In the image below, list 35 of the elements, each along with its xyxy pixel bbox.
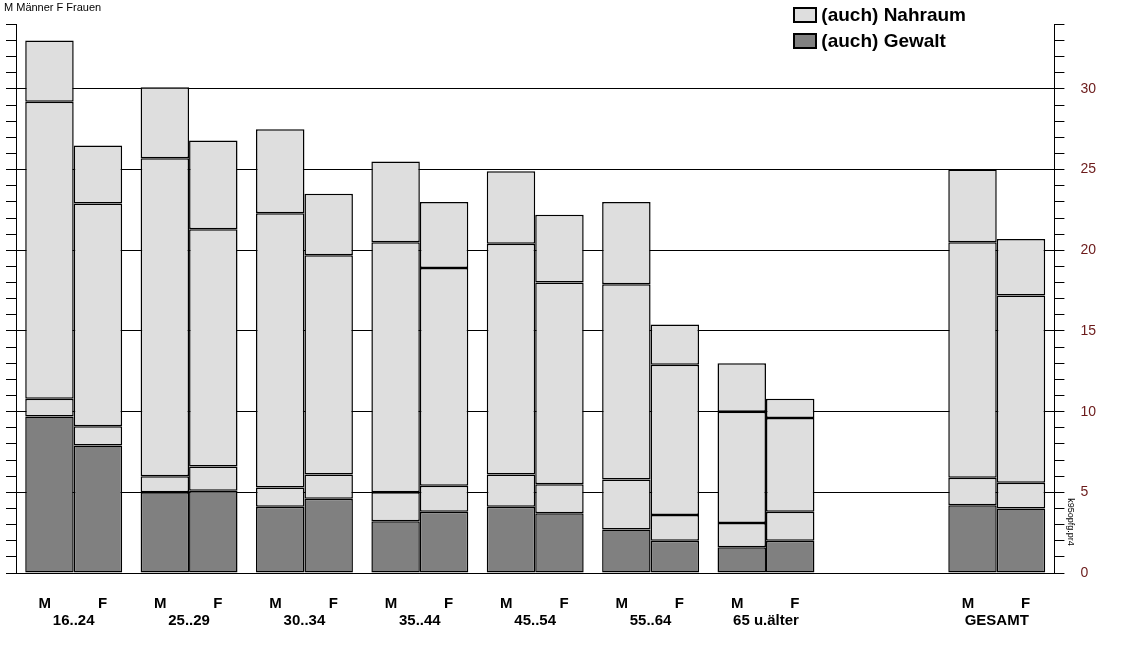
- x-tick-label: F: [790, 594, 800, 612]
- y-tick-label: 5: [1080, 483, 1089, 500]
- y-tick-label: 25: [1080, 160, 1097, 177]
- x-tick-label: M: [500, 594, 513, 612]
- text: 25..29: [168, 610, 210, 628]
- x-tick-label: M: [269, 594, 282, 612]
- x-tick-label: F: [328, 594, 338, 612]
- y-tick-label: 20: [1080, 241, 1097, 258]
- x-tick-label: M: [961, 594, 975, 612]
- y-tick-label: 0: [1080, 563, 1089, 580]
- y-tick-label: 10: [1080, 402, 1097, 419]
- x-tick-label: M: [153, 594, 167, 612]
- x-tick-label: F: [674, 594, 685, 612]
- legend-label: (auch) Gewalt: [821, 29, 946, 53]
- x-tick-label: M: [384, 594, 398, 612]
- text: 16..24: [52, 610, 96, 628]
- text: 65 u.älter: [733, 610, 800, 628]
- x-tick-label: F: [1021, 594, 1031, 612]
- text: 45..54: [514, 610, 557, 628]
- text: 30..34: [283, 610, 326, 628]
- x-tick-label: F: [559, 594, 569, 612]
- text: M Männer F Frauen: [4, 0, 102, 13]
- text: k95opfg.pr4: [1066, 498, 1077, 546]
- x-tick-label: M: [730, 594, 744, 612]
- x-tick-label: F: [213, 594, 223, 612]
- legend-label: (auch) Nahraum: [821, 3, 966, 27]
- y-tick-label: 30: [1080, 79, 1097, 96]
- x-tick-label: F: [444, 594, 454, 612]
- x-tick-label: F: [97, 594, 108, 612]
- text: 35..44: [398, 610, 442, 628]
- text: 55..64: [629, 610, 673, 628]
- x-tick-label: M: [38, 594, 52, 612]
- x-tick-label: M: [615, 594, 628, 612]
- text: GESAMT: [964, 610, 1029, 628]
- y-tick-label: 15: [1080, 321, 1097, 338]
